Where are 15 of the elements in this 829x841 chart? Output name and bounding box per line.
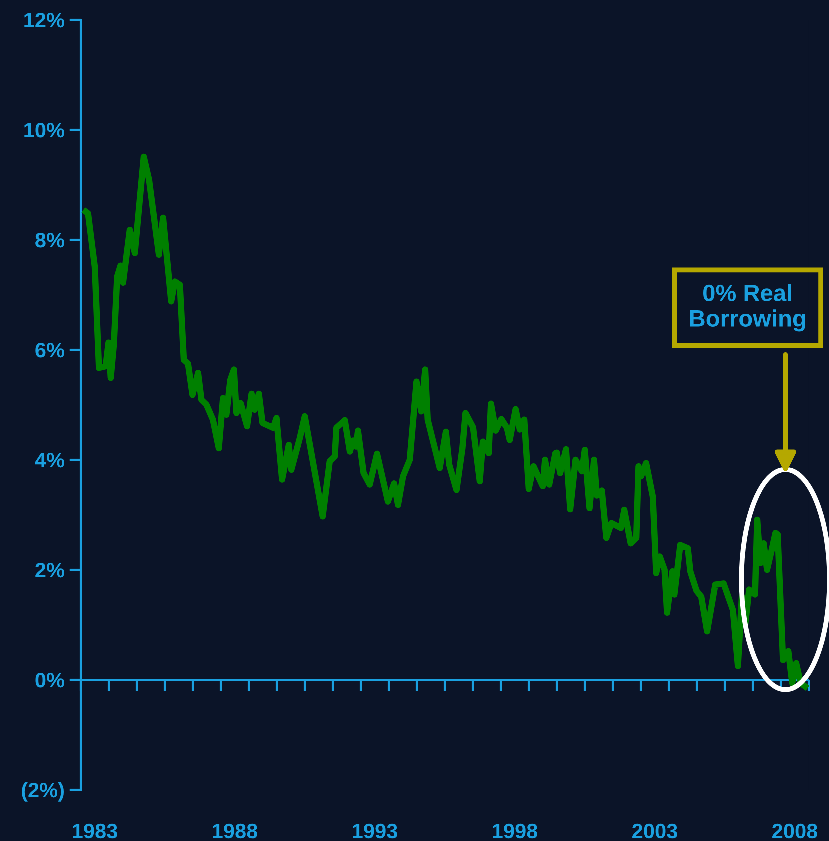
x-tick-label: 1998 — [493, 824, 538, 839]
y-tick-label: 12% — [24, 13, 64, 28]
x-tick-label: 2008 — [772, 824, 818, 839]
y-tick-label: 4% — [35, 453, 64, 468]
y-tick-label: 6% — [36, 343, 64, 358]
x-tick-label: 1993 — [353, 824, 398, 839]
y-tick-label: 10% — [24, 123, 64, 138]
x-tick-label: 1983 — [73, 824, 118, 839]
x-tick-label: 2003 — [632, 824, 678, 839]
annotation: 0% Real Borrowing — [690, 284, 806, 332]
y-tick-label: 8% — [36, 233, 64, 248]
y-tick-label: 2% — [36, 563, 64, 578]
y-tick-label: 0% — [36, 673, 64, 688]
x-tick-label: 1988 — [213, 824, 258, 839]
y-tick-label: (2%) — [22, 782, 64, 802]
